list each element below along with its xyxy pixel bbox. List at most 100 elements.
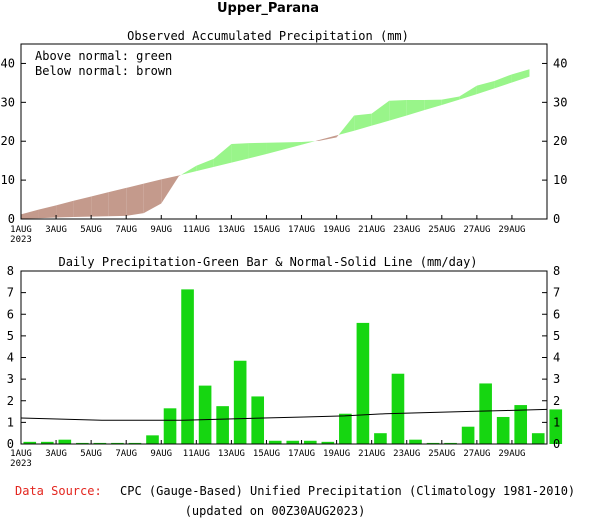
- x-tick-label: 17AUG: [288, 449, 315, 459]
- x-tick-label: 11AUG: [183, 449, 210, 459]
- y-tick-label-right: 8: [553, 264, 560, 278]
- below-normal-area: [56, 200, 74, 218]
- y-tick-label-right: 0: [553, 212, 560, 226]
- above-normal-area: [424, 99, 442, 111]
- x-tick-label: 25AUG: [428, 225, 455, 235]
- accumulated-title: Observed Accumulated Precipitation (mm): [127, 29, 409, 43]
- source-text: CPC (Gauge-Based) Unified Precipitation …: [120, 484, 575, 498]
- daily-normal-line: [20, 408, 548, 421]
- x-tick-label: 25AUG: [428, 449, 455, 459]
- x-tick-label: 9AUG: [150, 225, 172, 235]
- above-normal-area: [284, 142, 302, 150]
- x-tick-label: 27AUG: [463, 449, 490, 459]
- y-tick-label-right: 30: [553, 95, 567, 109]
- y-tick-label-left: 30: [1, 95, 15, 109]
- above-normal-area: [476, 80, 495, 95]
- above-normal-area: [371, 100, 390, 126]
- above-normal-area: [301, 141, 316, 145]
- accumulated-frame: [20, 43, 548, 220]
- daily-frame: [20, 270, 548, 445]
- below-normal-area: [108, 187, 127, 217]
- daily-bar: [479, 383, 492, 444]
- x-tick-label: 15AUG: [253, 449, 280, 459]
- above-normal-area: [213, 143, 232, 167]
- y-tick-label-left: 6: [7, 307, 14, 321]
- figure-title: Upper_Parana: [217, 1, 319, 16]
- x-tick-label: 29AUG: [498, 225, 525, 235]
- source-label: Data Source:: [15, 484, 102, 498]
- above-normal-area: [406, 100, 425, 116]
- accumulated-axes: 0 0 10 10 20 20 30 30 40 40 1AUG 3AUG 5AUG 7AUG 9AUG 11…: [1, 56, 568, 245]
- daily-bar: [163, 408, 177, 444]
- above-normal-area: [389, 100, 407, 121]
- x-tick-label: 9AUG: [150, 449, 172, 459]
- daily-bar: [339, 413, 352, 444]
- daily-bar: [286, 440, 300, 444]
- y-tick-label-left: 7: [7, 286, 14, 300]
- x-tick-label: 13AUG: [218, 449, 245, 459]
- daily-bar: [128, 442, 142, 444]
- y-tick-label-left: 3: [7, 372, 14, 386]
- x-tick-label: 11AUG: [183, 225, 210, 235]
- y-tick-label-right: 40: [553, 56, 567, 70]
- y-tick-label-right: 20: [553, 134, 567, 148]
- updated-text: (updated on 00Z30AUG2023): [185, 504, 366, 518]
- daily-bar: [268, 440, 282, 444]
- y-tick-label-right: 2: [553, 394, 560, 408]
- below-normal-area: [38, 205, 57, 219]
- x-tick-label: 3AUG: [45, 449, 67, 459]
- daily-bar: [356, 322, 370, 444]
- x-tick-label: 27AUG: [463, 225, 490, 235]
- daily-axes: 0 0 1 1 2 2 3 3 4 4 5 5 6 6 7 7 8 8 1AUG 3AUG 5AUG 7AUG 9AUG 11…: [7, 264, 560, 469]
- above-normal-area: [180, 165, 197, 175]
- daily-bar: [374, 433, 387, 444]
- daily-bar: [321, 441, 335, 444]
- legend-above: Above normal: green: [35, 49, 172, 63]
- daily-bar: [391, 373, 405, 444]
- y-tick-label-left: 0: [7, 437, 14, 451]
- x-tick-label: 19AUG: [323, 225, 350, 235]
- daily-bar: [58, 439, 72, 444]
- daily-bar: [93, 442, 107, 444]
- y-tick-label-right: 5: [553, 329, 560, 343]
- x-tick-label: 29AUG: [498, 449, 525, 459]
- x-tick-label: 15AUG: [253, 225, 280, 235]
- x-tick-label: 3AUG: [45, 225, 67, 235]
- y-tick-label-left: 8: [7, 264, 14, 278]
- daily-bar: [303, 440, 317, 444]
- below-normal-area: [73, 196, 92, 218]
- x-year-label: 2023: [10, 459, 32, 469]
- above-normal-area: [494, 74, 512, 89]
- daily-bar: [251, 396, 265, 444]
- above-normal-area: [441, 96, 460, 106]
- y-tick-label-left: 1: [7, 415, 14, 429]
- daily-bar: [181, 289, 194, 444]
- above-normal-area: [196, 158, 214, 172]
- y-tick-label-left: 0: [8, 212, 15, 226]
- x-tick-label: 7AUG: [115, 449, 137, 459]
- daily-bar: [111, 442, 124, 444]
- legend-below: Below normal: brown: [35, 64, 172, 78]
- below-normal-area: [178, 174, 181, 177]
- below-normal-area: [143, 179, 162, 214]
- accumulated-area-layer: [21, 69, 530, 219]
- y-tick-label-left: 2: [7, 394, 14, 408]
- x-tick-label: 23AUG: [393, 225, 420, 235]
- y-tick-label-left: 10: [1, 173, 15, 187]
- daily-bar: [426, 442, 440, 444]
- x-tick-label: 19AUG: [323, 449, 350, 459]
- daily-panel: Daily Precipitation-Green Bar & Normal-S…: [7, 255, 563, 469]
- below-normal-area: [315, 140, 320, 142]
- below-normal-area: [319, 135, 337, 141]
- below-normal-area: [336, 134, 339, 138]
- daily-title: Daily Precipitation-Green Bar & Normal-S…: [58, 255, 477, 269]
- y-tick-label-left: 4: [7, 351, 14, 365]
- x-tick-label: 17AUG: [288, 225, 315, 235]
- daily-bar: [76, 442, 89, 444]
- daily-bar: [233, 360, 247, 444]
- x-tick-label: 1AUG: [10, 225, 32, 235]
- y-tick-label-right: 4: [553, 351, 560, 365]
- above-normal-area: [511, 69, 530, 83]
- x-tick-label: 7AUG: [115, 225, 137, 235]
